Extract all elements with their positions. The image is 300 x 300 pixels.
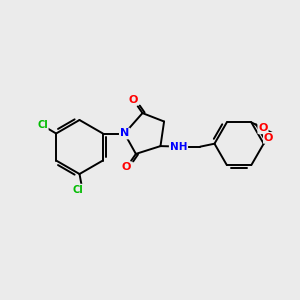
Text: O: O bbox=[264, 133, 273, 143]
Text: O: O bbox=[128, 94, 138, 105]
Text: N: N bbox=[120, 128, 129, 139]
Text: Cl: Cl bbox=[73, 184, 83, 194]
Text: O: O bbox=[258, 123, 268, 133]
Text: O: O bbox=[122, 162, 131, 172]
Text: Cl: Cl bbox=[37, 120, 48, 130]
Text: NH: NH bbox=[170, 142, 187, 152]
